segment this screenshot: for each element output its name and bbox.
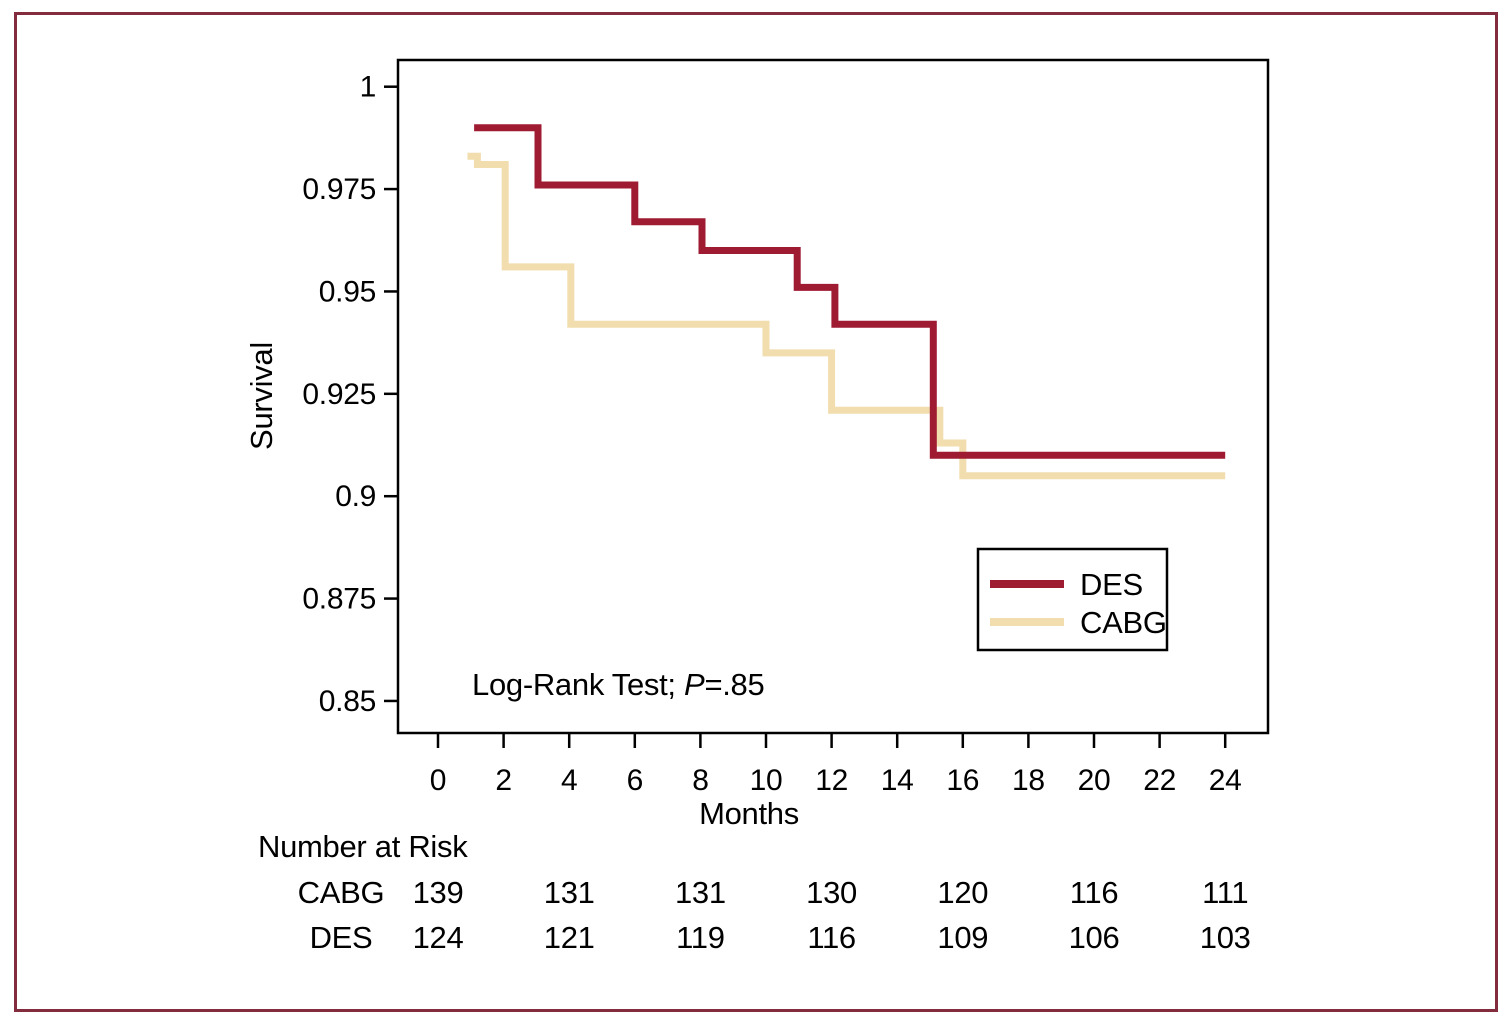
at-risk-value-cabg: 131 bbox=[675, 875, 726, 910]
at-risk-value-des: 121 bbox=[544, 920, 595, 955]
at-risk-table: Number at Risk CABG DES 139 131 131 130 120 1… bbox=[258, 829, 1251, 955]
at-risk-value-des: 124 bbox=[413, 920, 464, 955]
log-rank-suffix: =.85 bbox=[704, 667, 764, 702]
at-risk-value-cabg: 111 bbox=[1202, 875, 1248, 910]
y-tick-label: 0.875 bbox=[302, 583, 376, 616]
x-tick-label: 6 bbox=[627, 764, 643, 797]
y-tick-label: 0.925 bbox=[302, 378, 376, 411]
at-risk-value-des: 109 bbox=[937, 920, 988, 955]
at-risk-row-label-cabg: CABG bbox=[298, 875, 385, 910]
y-tick-label: 0.9 bbox=[335, 480, 376, 513]
at-risk-value-des: 106 bbox=[1069, 920, 1120, 955]
at-risk-value-cabg: 130 bbox=[806, 875, 857, 910]
series-layer bbox=[467, 124, 1226, 480]
at-risk-value-des: 119 bbox=[676, 920, 725, 955]
at-risk-value-cabg: 120 bbox=[937, 875, 988, 910]
x-tick-label: 0 bbox=[430, 764, 446, 797]
legend-label-cabg: CABG bbox=[1080, 605, 1167, 640]
at-risk-value-des: 116 bbox=[807, 920, 856, 955]
at-risk-title: Number at Risk bbox=[258, 829, 468, 864]
legend-label-des: DES bbox=[1080, 567, 1143, 602]
x-tick-label: 22 bbox=[1143, 764, 1176, 797]
legend: DES CABG bbox=[976, 547, 1169, 652]
log-rank-annotation: Log-Rank Test; P=.85 bbox=[472, 667, 764, 702]
x-tick-label: 20 bbox=[1078, 764, 1111, 797]
at-risk-row-label-des: DES bbox=[310, 920, 373, 955]
figure-border bbox=[14, 12, 1498, 1012]
x-tick-label: 10 bbox=[750, 764, 783, 797]
survival-curve-des bbox=[474, 124, 1226, 459]
plot-frame bbox=[396, 58, 1270, 735]
x-tick-label: 8 bbox=[692, 764, 708, 797]
x-axis-title: Months bbox=[699, 796, 799, 831]
y-tick-label: 1 bbox=[360, 71, 376, 104]
log-rank-prefix: Log-Rank Test; bbox=[472, 667, 684, 702]
x-tick-label: 16 bbox=[946, 764, 979, 797]
at-risk-value-cabg: 116 bbox=[1070, 875, 1119, 910]
at-risk-value-des: 103 bbox=[1200, 920, 1251, 955]
survival-curve-cabg bbox=[467, 152, 1226, 480]
x-tick-label: 2 bbox=[495, 764, 511, 797]
at-risk-value-cabg: 139 bbox=[413, 875, 464, 910]
at-risk-value-cabg: 131 bbox=[544, 875, 595, 910]
legend-box bbox=[976, 547, 1169, 652]
x-tick-label: 14 bbox=[881, 764, 914, 797]
at-risk-values: 139 131 131 130 120 116 111 124 121 119 116 109 106 1… bbox=[413, 875, 1251, 955]
y-tick-label: 0.975 bbox=[302, 173, 376, 206]
y-tick-label: 0.85 bbox=[319, 685, 376, 718]
x-tick-label: 4 bbox=[561, 764, 577, 797]
x-tick-label: 18 bbox=[1012, 764, 1045, 797]
y-tick-label: 0.95 bbox=[319, 275, 376, 308]
x-tick-label: 24 bbox=[1209, 764, 1242, 797]
y-axis-title: Survival bbox=[244, 342, 279, 450]
log-rank-p-symbol: P bbox=[684, 667, 705, 702]
x-tick-label: 12 bbox=[815, 764, 848, 797]
